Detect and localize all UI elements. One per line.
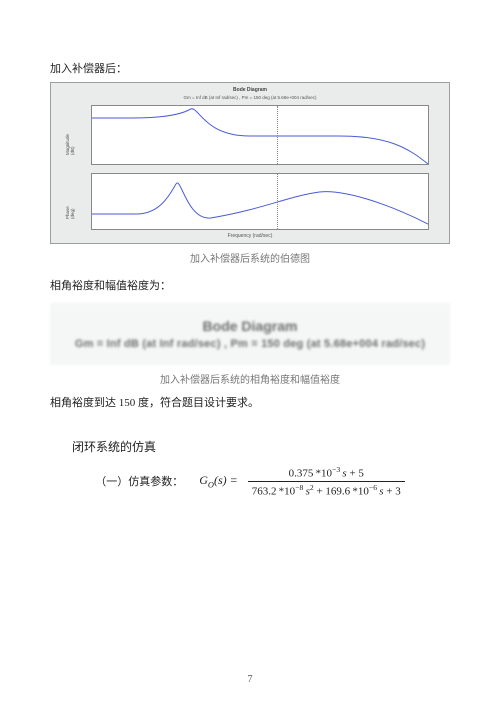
transfer-function-fraction: 0.375 *10−3 s + 5 763.2 *10−8 s2 + 169.6… [248, 465, 405, 497]
bode-subtitle: Gm = Inf dB (at Inf rad/sec) , Pm = 150 … [51, 95, 449, 100]
bode-magnitude-panel [91, 105, 429, 165]
paragraph-intro: 加入补偿器后： [50, 60, 450, 76]
margin-title: Bode Diagram [203, 318, 298, 334]
magnitude-curve [92, 106, 428, 164]
equation-label: （一）仿真参数： [95, 473, 183, 489]
bode-figure: Bode Diagram Gm = Inf dB (at Inf rad/sec… [50, 82, 450, 244]
paragraph-conclusion: 相角裕度到达 150 度，符合题目设计要求。 [50, 394, 450, 410]
fraction-denominator: 763.2 *10−8 s2 + 169.6 *10−6 s + 3 [248, 482, 405, 498]
crossover-line-2 [277, 174, 278, 229]
margin-readout-figure: Bode Diagram Gm = Inf dB (at Inf rad/sec… [50, 303, 450, 365]
margin-text: Gm = Inf dB (at Inf rad/sec) , Pm = 150 … [75, 338, 425, 350]
bode-phase-panel [91, 173, 429, 230]
bode-ylabel-mag: Magnitude (dB) [65, 145, 75, 155]
document-page: 加入补偿器后： Bode Diagram Gm = Inf dB (at Inf… [0, 0, 500, 707]
figure-caption-1: 加入补偿器后系统的伯德图 [50, 250, 450, 265]
paragraph-margins-intro: 相角裕度和幅值裕度为： [50, 277, 450, 293]
bode-title: Bode Diagram [51, 87, 449, 93]
bode-xlabel: Frequency (rad/sec) [51, 233, 449, 239]
crossover-line-1 [277, 106, 278, 164]
phase-curve [92, 174, 428, 229]
section-heading: 闭环系统的仿真 [72, 438, 450, 455]
equation-row: （一）仿真参数： GO(s) = 0.375 *10−3 s + 5 763.2… [50, 465, 450, 497]
fraction-numerator: 0.375 *10−3 s + 5 [248, 465, 405, 482]
figure-caption-2: 加入补偿器后系统的相角裕度和幅值裕度 [50, 371, 450, 386]
page-number: 7 [0, 674, 500, 685]
bode-ylabel-phase: Phase (deg) [65, 209, 75, 219]
transfer-function-lhs: GO(s) = [199, 473, 238, 489]
